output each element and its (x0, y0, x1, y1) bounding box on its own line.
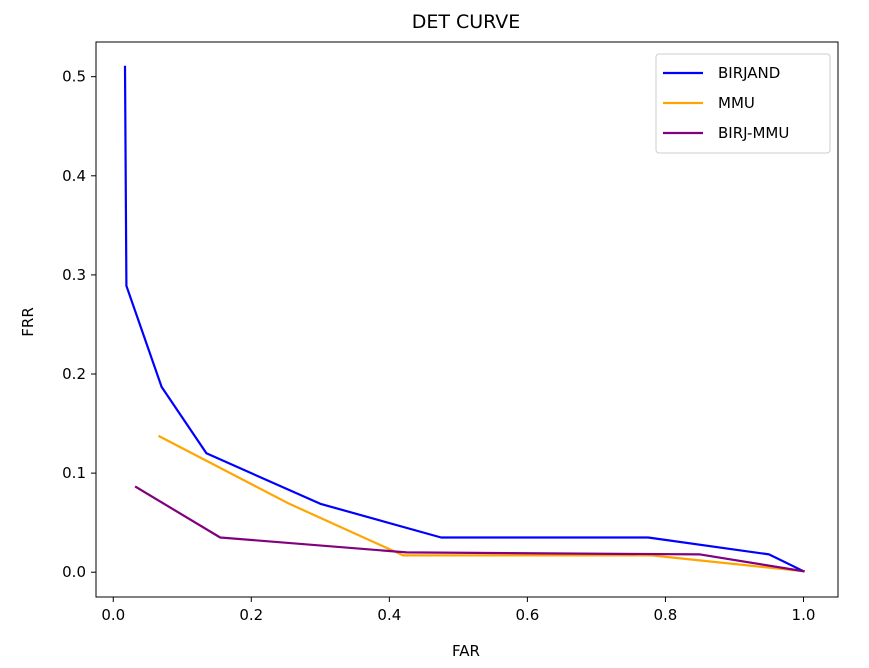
y-axis: 0.0 0.1 0.2 0.3 0.4 0.5 (62, 68, 96, 581)
legend-label-mmu: MMU (718, 94, 755, 112)
y-axis-label: FRR (19, 307, 37, 336)
y-tick-label: 0.3 (62, 266, 86, 284)
legend: BIRJAND MMU BIRJ-MMU (655, 53, 831, 154)
x-tick-label: 0.6 (515, 606, 539, 624)
y-tick-label: 0.0 (62, 563, 86, 581)
plot-frame (95, 41, 839, 598)
legend-box (655, 53, 831, 154)
series-line-birj-mmu (134, 485, 805, 573)
chart-title: DET CURVE (412, 11, 521, 33)
x-tick-label: 0.2 (239, 606, 263, 624)
y-tick-label: 0.1 (62, 464, 86, 482)
y-tick-label: 0.5 (62, 68, 86, 86)
series-layer (123, 65, 805, 573)
x-axis: 0.0 0.2 0.4 0.6 0.8 1.0 (101, 597, 815, 624)
x-tick-label: 1.0 (792, 606, 816, 624)
y-tick-label: 0.2 (62, 365, 86, 383)
legend-label-birjand: BIRJAND (718, 64, 780, 82)
x-tick-label: 0.8 (654, 606, 678, 624)
legend-label-birj-mmu: BIRJ-MMU (718, 124, 789, 142)
y-tick-label: 0.4 (62, 167, 86, 185)
series-line-mmu (158, 434, 805, 573)
x-axis-label: FAR (452, 642, 480, 660)
x-tick-label: 0.4 (377, 606, 401, 624)
x-tick-label: 0.0 (101, 606, 125, 624)
series-line-birjand (123, 65, 805, 573)
